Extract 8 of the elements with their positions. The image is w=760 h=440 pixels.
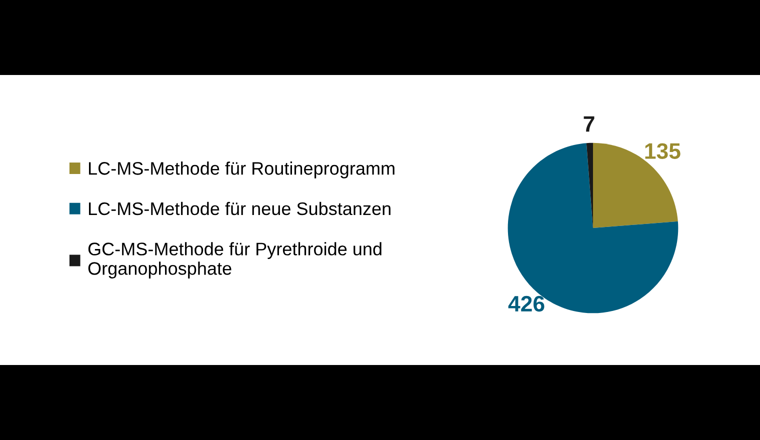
legend-label: LC-MS-Methode für Routineprogramm (88, 162, 394, 178)
legend-label: GC-MS-Methode für Pyrethroide und Organophosphate (88, 242, 382, 278)
legend-label: LC-MS-Methode für neue Substanzen (88, 202, 390, 216)
data-label: 426 (508, 296, 544, 312)
pie-slice (508, 143, 678, 314)
pie-slice (586, 142, 593, 228)
data-label: 7 (584, 116, 594, 132)
data-label: 135 (645, 143, 680, 159)
